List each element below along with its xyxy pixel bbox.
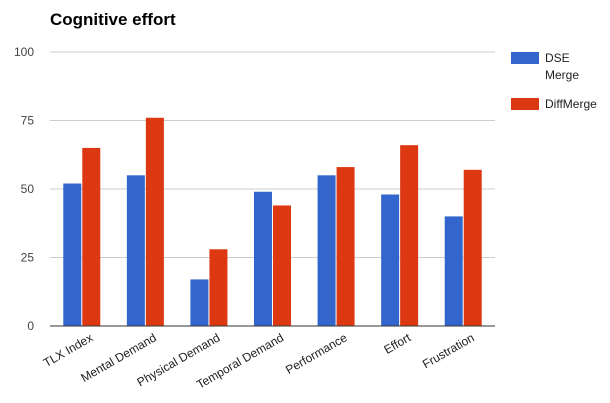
y-tick-label: 50	[21, 182, 35, 196]
legend-label: Merge	[545, 68, 579, 82]
bar-diffmerge	[400, 145, 419, 326]
bar-diffmerge	[336, 167, 355, 326]
bars	[63, 117, 482, 326]
bar-diffmerge	[145, 117, 164, 326]
bar-dse-merge	[444, 216, 463, 326]
y-tick-label: 75	[21, 114, 35, 128]
bar-diffmerge	[82, 147, 101, 326]
x-tick-label: TLX Index	[41, 330, 95, 369]
bar-dse-merge	[381, 194, 400, 326]
legend-label: DSE	[545, 51, 570, 65]
bar-dse-merge	[63, 183, 82, 326]
bar-dse-merge	[317, 175, 336, 326]
gridlines	[50, 51, 495, 258]
legend-swatch	[511, 52, 539, 64]
bar-diffmerge	[273, 205, 291, 326]
bar-dse-merge	[126, 175, 145, 326]
x-tick-label: Performance	[283, 330, 350, 377]
chart-title: Cognitive effort	[50, 10, 176, 29]
legend: DSE Merge DiffMerge	[511, 51, 597, 111]
bar-diffmerge	[209, 249, 228, 326]
bar-diffmerge	[463, 169, 482, 326]
x-tick-label: Effort	[381, 330, 413, 357]
y-tick-label: 0	[27, 319, 34, 333]
x-tick-label: Frustration	[420, 330, 477, 371]
legend-swatch	[511, 98, 539, 110]
bar-dse-merge	[190, 279, 209, 326]
y-tick-label: 100	[14, 45, 34, 59]
y-axis-ticks: 0 25 50 75 100	[14, 45, 34, 333]
y-tick-label: 25	[21, 251, 35, 265]
bar-dse-merge	[254, 191, 272, 326]
legend-label: DiffMerge	[545, 97, 597, 111]
